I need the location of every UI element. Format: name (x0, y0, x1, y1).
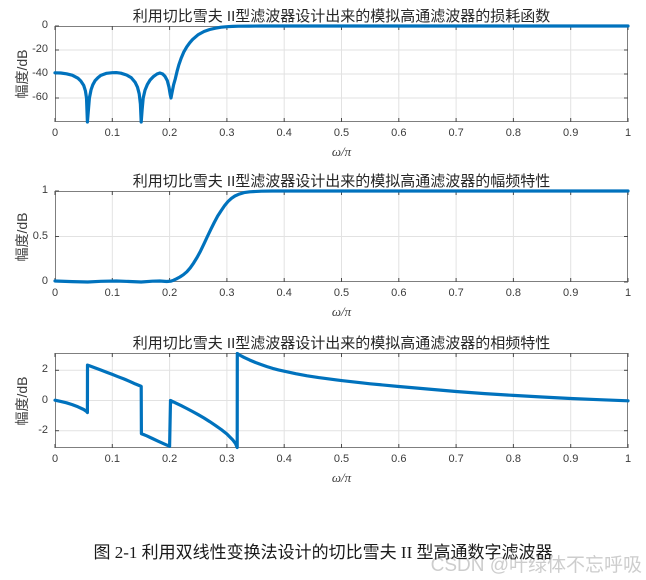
y-tick-label: -60 (32, 91, 48, 103)
x-tick-label: 0.8 (505, 287, 522, 299)
y-tick-label: -40 (32, 67, 48, 79)
x-tick-label: 0.1 (104, 287, 120, 299)
x-tick-label: 0.3 (219, 287, 235, 299)
x-tick-label: 1 (624, 127, 632, 139)
x-axis-label: ω/π (331, 144, 352, 159)
x-axis-label: ω/π (331, 470, 352, 485)
x-tick-label: 0.1 (104, 453, 120, 465)
x-tick-label: 0.4 (276, 453, 292, 465)
chart-title: 利用切比雪夫 II型滤波器设计出来的模拟高通滤波器的损耗函数 (132, 8, 551, 25)
y-tick-label: -20 (32, 43, 48, 55)
x-tick-label: 0 (51, 127, 59, 139)
phase-response-curve (53, 351, 630, 450)
x-tick-label: 0.2 (161, 287, 178, 299)
x-tick-label: 0.3 (219, 127, 235, 139)
y-tick-label: 0.5 (32, 229, 48, 242)
x-tick-label: 0.6 (391, 287, 407, 299)
plot-area (53, 24, 630, 124)
x-tick-label: 0.7 (448, 453, 464, 465)
x-tick-label: 0.6 (391, 453, 407, 465)
chart-title: 利用切比雪夫 II型滤波器设计出来的模拟高通滤波器的相频特性 (132, 335, 551, 352)
y-tick-label: 1 (41, 184, 48, 196)
x-tick-label: 0.4 (276, 287, 292, 299)
x-tick-label: 0.3 (219, 453, 235, 465)
x-tick-label: 0.9 (563, 287, 579, 299)
x-tick-label: 0.7 (448, 287, 464, 299)
y-tick-label: 2 (41, 363, 48, 376)
chart-title: 利用切比雪夫 II型滤波器设计出来的模拟高通滤波器的幅频特性 (132, 173, 551, 190)
y-tick-label: 0 (41, 19, 48, 31)
x-tick-label: 1 (624, 453, 632, 465)
x-tick-label: 0.9 (563, 127, 579, 139)
y-tick-label: -2 (38, 423, 48, 436)
plot-area (53, 351, 630, 450)
x-tick-label: 0 (51, 287, 59, 299)
loss-function-curve (53, 24, 630, 124)
x-tick-label: 0.2 (161, 127, 178, 139)
y-tick-label: 0 (41, 275, 48, 287)
plot-area (53, 189, 630, 284)
x-tick-label: 0.5 (333, 453, 350, 465)
x-tick-label: 0.6 (391, 127, 407, 139)
x-tick-label: 0.5 (333, 287, 350, 299)
figure-caption: 图 2-1 利用双线性变换法设计的切比雪夫 II 型高通数字滤波器 (93, 543, 553, 562)
x-tick-label: 0.1 (104, 127, 120, 139)
x-tick-label: 0.9 (563, 453, 579, 465)
magnitude-response-curve (53, 189, 630, 284)
x-tick-label: 0.7 (448, 127, 464, 139)
x-tick-label: 1 (624, 287, 632, 299)
x-tick-label: 0.5 (333, 127, 350, 139)
x-axis-label: ω/π (331, 304, 352, 319)
x-tick-label: 0.2 (161, 453, 178, 465)
x-tick-label: 0.8 (505, 127, 522, 139)
y-tick-label: 0 (41, 393, 48, 406)
x-tick-label: 0.8 (505, 453, 522, 465)
x-tick-label: 0.4 (276, 127, 292, 139)
x-tick-label: 0 (51, 453, 59, 465)
watermark-text: CSDN @叶绿体不忘呼吸 (430, 555, 642, 576)
